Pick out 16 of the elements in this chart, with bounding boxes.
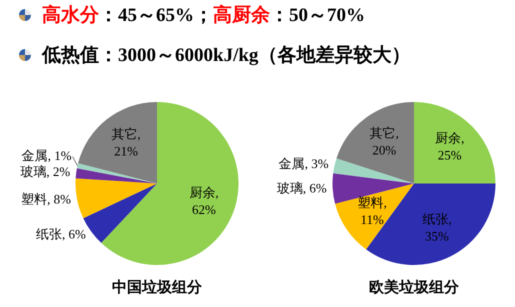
slice-label: 金属, 1% <box>22 148 72 163</box>
slice-label: 塑料, 8% <box>21 191 72 206</box>
slice-label: 厨余, 25% <box>435 130 464 163</box>
text: 中国垃圾组分 <box>112 278 203 296</box>
slice-label: 塑料, 11% <box>358 194 387 227</box>
slice-label: 纸张, 35% <box>422 211 452 244</box>
slice-label: 其它, 21% <box>111 126 141 158</box>
slice-label: 其它, 20% <box>370 126 399 158</box>
slice-label: 金属, 3% <box>278 156 329 171</box>
slice-label: 厨余, 62% <box>189 185 219 218</box>
text: 低热值：3000～6000kJ/kg（各地差异较大） <box>42 45 410 66</box>
slice-label: 纸张, 6% <box>36 226 86 242</box>
text: 欧美垃圾组分 <box>369 278 460 296</box>
slice-label: 玻璃, 2% <box>20 164 70 179</box>
text: 高水分：45～65%；高厨余：50～70% <box>42 5 365 26</box>
slice-label: 玻璃, 6% <box>276 180 327 196</box>
